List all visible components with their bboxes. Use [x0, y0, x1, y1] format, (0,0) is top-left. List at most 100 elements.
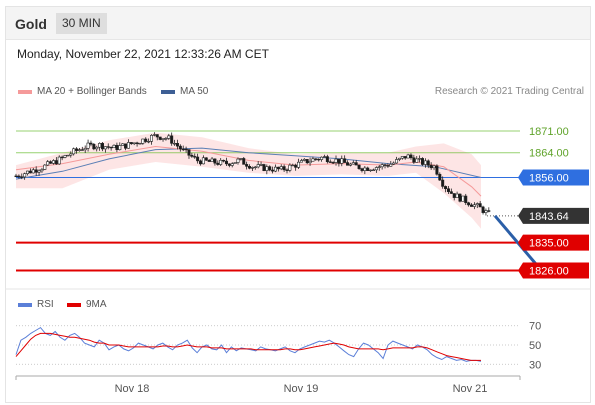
candle-down: [92, 143, 96, 150]
candle-up: [219, 159, 223, 165]
candle-down: [213, 158, 217, 164]
candle-down: [403, 156, 407, 159]
candle-down: [184, 148, 188, 151]
candle-down: [115, 144, 119, 150]
candle-down: [271, 169, 275, 172]
candle-down: [435, 165, 439, 175]
legend-rsi: RSI: [18, 299, 54, 310]
candle-down: [426, 160, 430, 166]
level-label-support: 1835.00: [529, 238, 569, 250]
candle-up: [374, 167, 378, 171]
candle-down: [346, 162, 350, 166]
candle-up: [348, 163, 352, 166]
candle-down: [248, 165, 252, 169]
candle-up: [369, 169, 373, 172]
candle-up: [43, 164, 47, 170]
level-label-pivot: 1856.00: [529, 173, 569, 185]
candle-up: [423, 160, 427, 165]
timeframe-badge[interactable]: 30 MIN: [56, 13, 107, 34]
candle-down: [227, 163, 231, 166]
candle-down: [224, 160, 228, 165]
candle-up: [161, 138, 165, 140]
candle-up: [371, 169, 375, 171]
candle-down: [109, 146, 113, 149]
candle-up: [26, 170, 30, 174]
candle-down: [190, 154, 194, 157]
candle-down: [429, 164, 433, 169]
candle-down: [464, 195, 468, 204]
research-credit: Research © 2021 Trading Central: [434, 86, 584, 97]
candle-down: [204, 157, 208, 161]
candle-down: [444, 186, 448, 190]
candle-up: [57, 156, 61, 165]
candle-up: [400, 156, 404, 159]
rsi-ma-swatch: [67, 302, 81, 307]
rsi-tick-label: 50: [529, 340, 541, 352]
candle-up: [46, 161, 50, 166]
rsi-swatch: [18, 302, 32, 307]
rsi-tick-label: 30: [529, 359, 541, 371]
x-tick-label: Nov 19: [284, 383, 319, 395]
candle-up: [141, 138, 145, 144]
candle-up: [51, 160, 55, 164]
candle-down: [187, 149, 191, 156]
candle-down: [17, 175, 21, 178]
candle-up: [291, 164, 295, 167]
candle-down: [325, 156, 329, 163]
candle-up: [455, 193, 459, 198]
candle-down: [129, 142, 133, 145]
candle-up: [236, 158, 240, 163]
candle-up: [63, 155, 67, 158]
candle-down: [268, 166, 272, 171]
candle-down: [28, 170, 32, 174]
chart-timestamp: Monday, November 22, 2021 12:33:26 AM CE…: [17, 47, 269, 61]
candle-up: [308, 160, 312, 164]
level-tag-support: [518, 234, 589, 251]
candle-down: [181, 148, 185, 151]
candle-up: [288, 164, 292, 171]
candle-down: [421, 158, 425, 165]
candle-down: [282, 166, 286, 171]
candle-down: [357, 164, 361, 169]
candle-down: [89, 142, 93, 145]
candle-up: [265, 166, 269, 171]
ma20-legend-label: MA 20 + Bollinger Bands: [37, 86, 147, 97]
candle-down: [54, 160, 58, 165]
candle-up: [86, 142, 90, 149]
candle-up: [418, 158, 422, 160]
candle-up: [363, 167, 367, 171]
candle-down: [412, 157, 416, 163]
level-label-resistance: 1864.00: [529, 148, 569, 160]
candle-up: [395, 159, 399, 164]
candle-up: [121, 143, 125, 146]
level-label-resistance: 1871.00: [529, 126, 569, 138]
candle-up: [98, 143, 102, 148]
candle-up: [475, 203, 479, 206]
candle-up: [415, 158, 419, 163]
level-label-support: 1826.00: [529, 266, 569, 278]
rsi-line: [15, 326, 482, 362]
candle-up: [210, 158, 214, 162]
ma50-swatch: [161, 89, 175, 94]
x-tick-label: Nov 18: [115, 383, 150, 395]
candle-down: [386, 165, 390, 167]
candle-down: [75, 148, 79, 151]
candle-up: [83, 148, 87, 151]
candle-down: [478, 203, 482, 208]
bollinger-band-fill: [16, 132, 481, 229]
candle-up: [233, 162, 237, 165]
candle-down: [207, 159, 211, 162]
candle-down: [106, 146, 110, 148]
candle-down: [262, 164, 266, 171]
candle-down: [135, 142, 139, 144]
ma20-swatch: [18, 89, 32, 94]
rsi-ma-legend-label: 9MA: [86, 299, 107, 310]
candle-down: [294, 164, 298, 168]
candle-up: [322, 156, 326, 158]
candle-up: [173, 143, 177, 145]
candle-up: [40, 169, 44, 172]
candle-down: [458, 193, 462, 202]
candle-up: [132, 142, 136, 145]
candle-up: [380, 164, 384, 168]
chart-header: Gold 30 MIN: [6, 7, 590, 40]
